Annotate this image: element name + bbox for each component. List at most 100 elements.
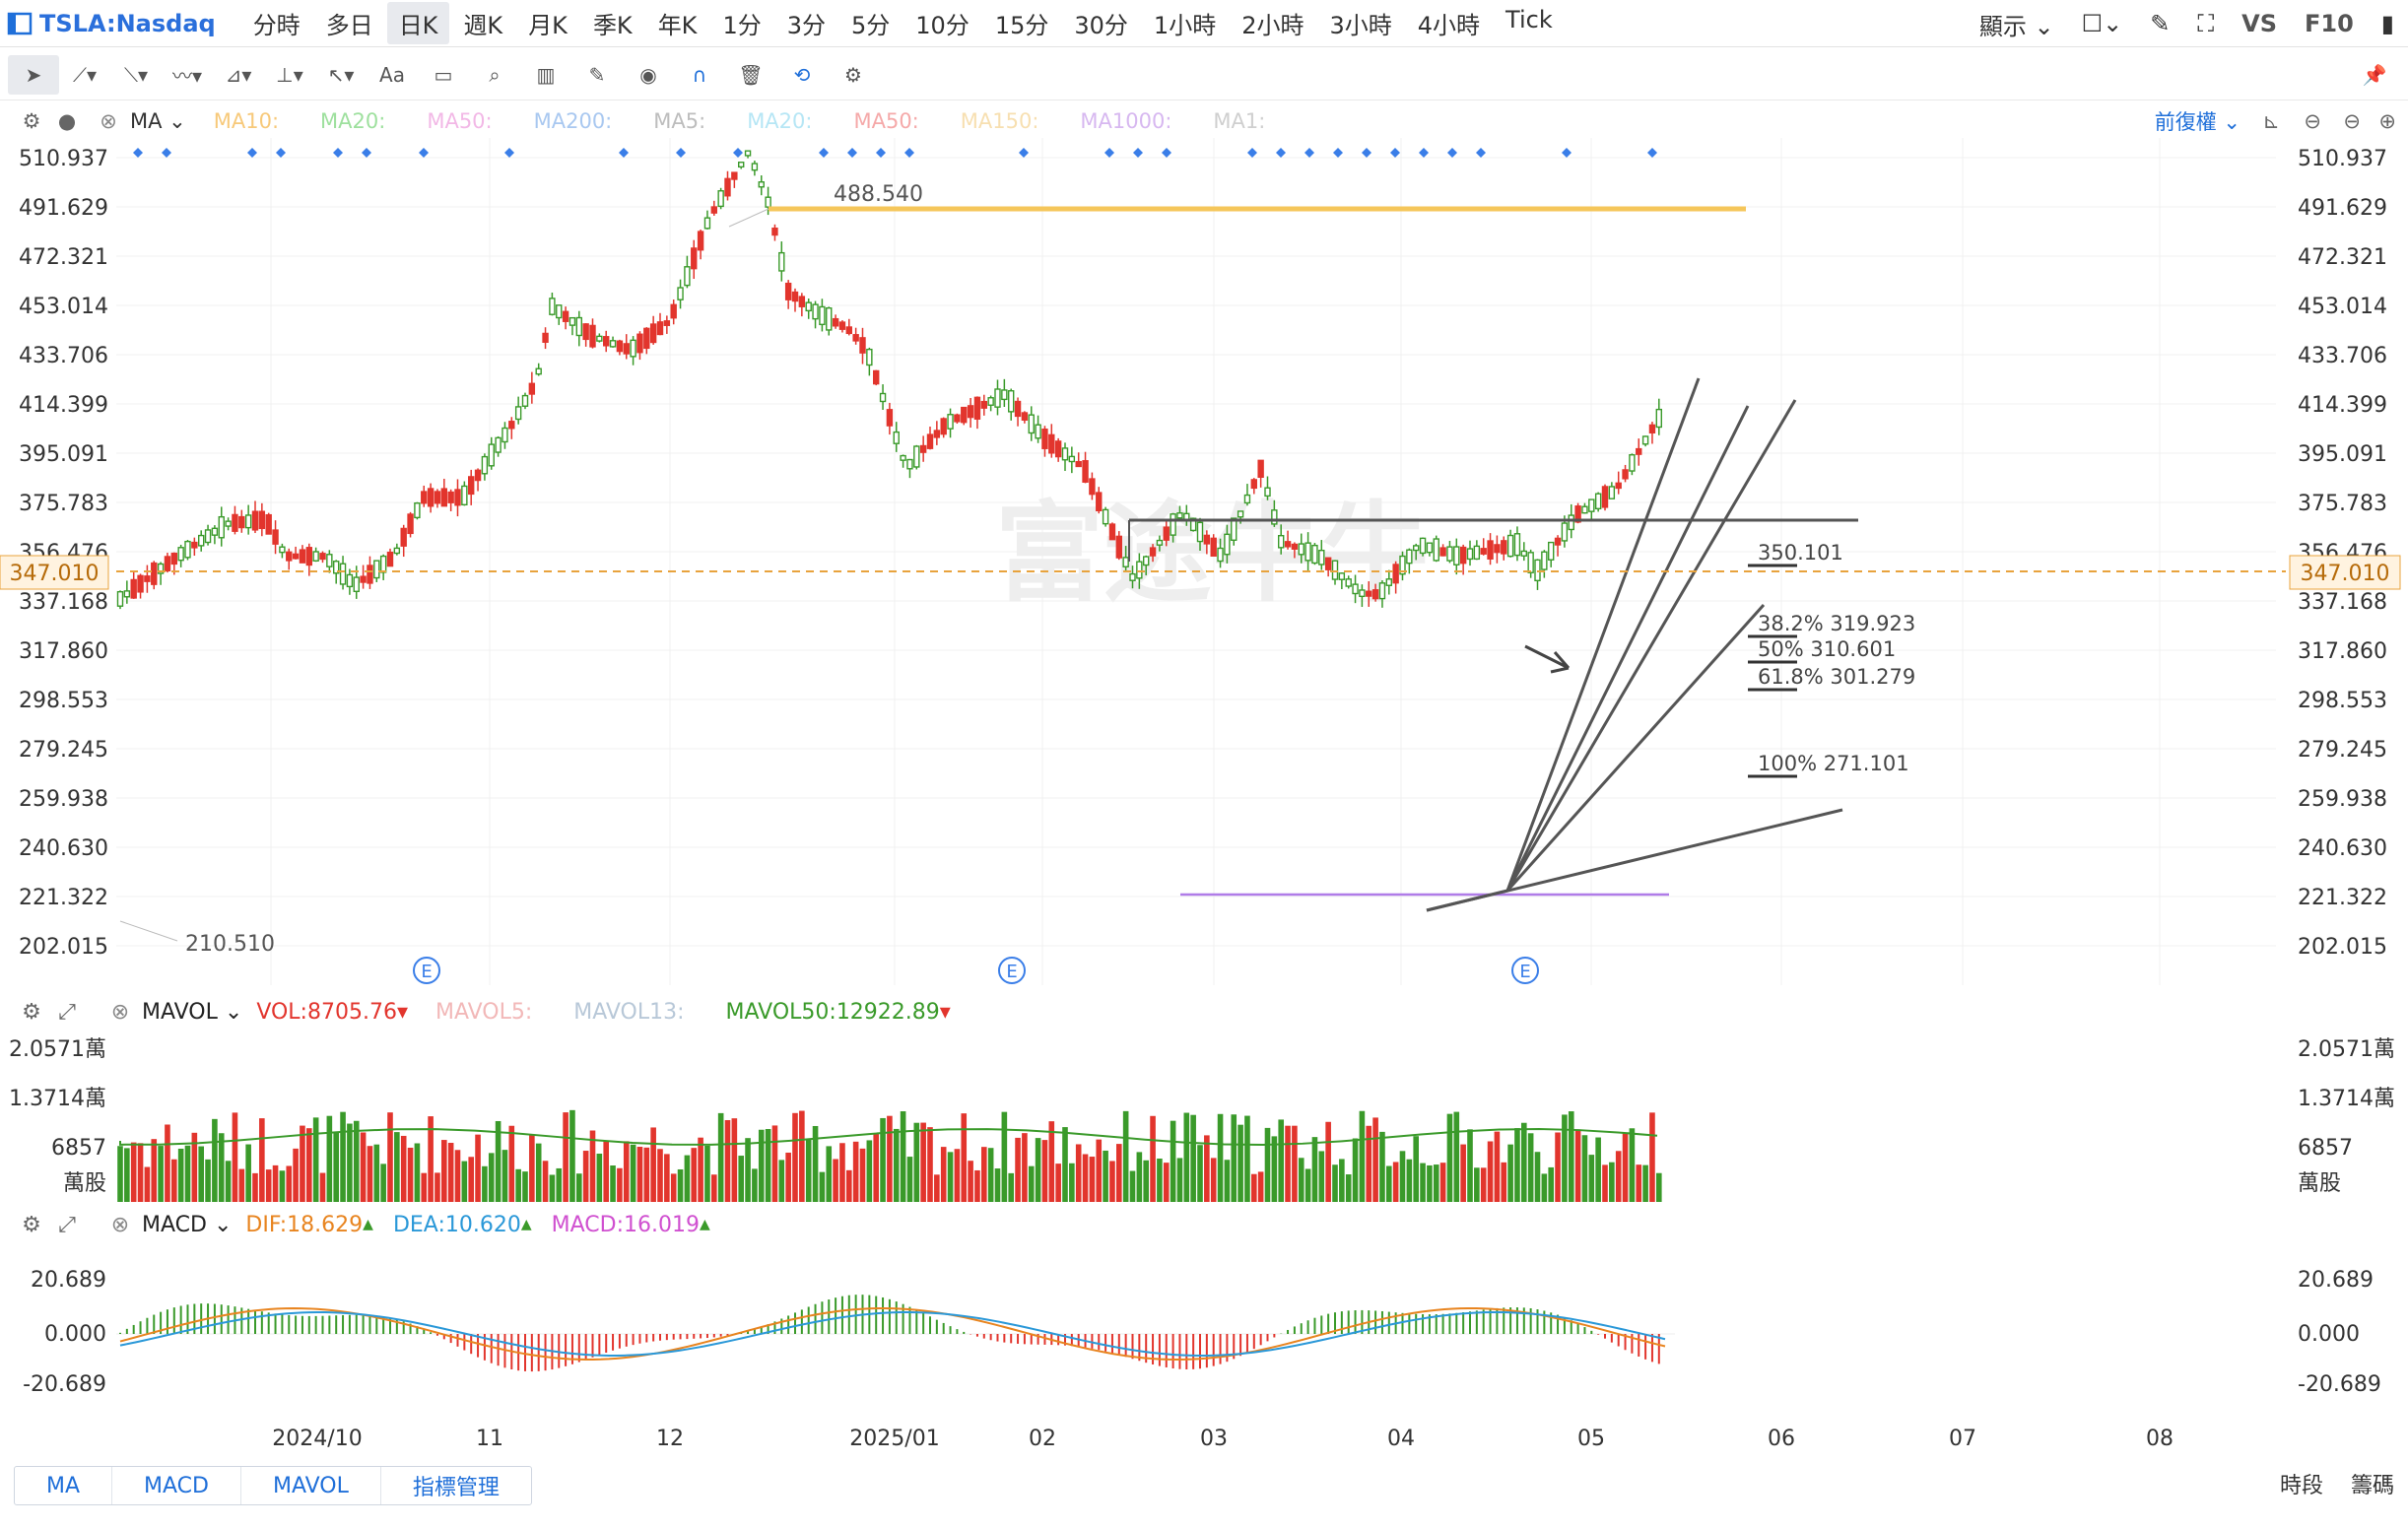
fib-tool-icon[interactable]: ⊿▾	[225, 62, 252, 87]
earnings-marker[interactable]	[413, 957, 440, 984]
tab-period-14[interactable]: 2小時	[1241, 12, 1304, 39]
tab-period-12[interactable]: 30分	[1074, 12, 1128, 39]
zoom-icon[interactable]: ⌕	[489, 62, 501, 87]
expand-icon[interactable]: ⤢	[58, 999, 76, 1025]
settings-icon[interactable]: ⚙	[22, 1212, 41, 1237]
settings-icon[interactable]: ⚙	[22, 109, 41, 133]
close-icon[interactable]: ⊗	[110, 999, 130, 1025]
volume-chart[interactable]: 2.0571萬 2.0571萬 1.3714萬 1.3714萬 6857 6857 萬股 萬股	[0, 1030, 2408, 1208]
tab-period-6[interactable]: 年K	[657, 12, 698, 39]
wave-tool-icon[interactable]: 〰▾	[171, 64, 203, 88]
event-marker[interactable]	[1247, 148, 1257, 158]
arrow-tool-icon[interactable]: ↖▾	[327, 62, 355, 87]
fan-line[interactable]	[1505, 405, 1750, 892]
settings-icon[interactable]: ⚙	[22, 999, 41, 1025]
brush-icon[interactable]: ✎	[588, 62, 606, 87]
sync-icon[interactable]: ⟲	[793, 62, 811, 87]
event-marker[interactable]	[362, 148, 371, 158]
magnet-icon[interactable]: ∩	[692, 62, 707, 87]
tab-indicator-manage[interactable]: 指標管理	[412, 1476, 500, 1500]
price-chart[interactable]: 富途牛牛 510.937491.629472.321453.014433.706…	[0, 138, 2408, 985]
layout-icon[interactable]: ☐⌄	[2081, 10, 2123, 37]
tab-period-11[interactable]: 15分	[994, 12, 1049, 39]
tab-period-13[interactable]: 1小時	[1153, 12, 1217, 39]
tab-period-10[interactable]: 10分	[915, 12, 970, 39]
event-marker[interactable]	[733, 148, 743, 158]
earnings-marker[interactable]	[1511, 957, 1539, 984]
close-icon[interactable]: ⊗	[110, 1212, 130, 1237]
mavol-select[interactable]: MAVOL ⌄	[142, 999, 243, 1025]
ma-indicator-select[interactable]: MA ⌄	[130, 109, 186, 133]
axis-scale-icon[interactable]: ⊾	[2262, 109, 2280, 133]
event-marker[interactable]	[333, 148, 343, 158]
event-marker[interactable]	[1647, 148, 1657, 158]
macd-chart[interactable]: 20.689 20.689 0.000 0.000 -20.689 -20.689	[0, 1243, 2408, 1456]
fan-line[interactable]	[1505, 377, 1701, 892]
event-marker[interactable]	[1476, 148, 1486, 158]
tab-period-0[interactable]: 分時	[252, 12, 301, 39]
earnings-marker[interactable]	[998, 957, 1026, 984]
channel-tool-icon[interactable]: ⟍▾	[123, 62, 149, 87]
event-marker[interactable]	[1447, 148, 1457, 158]
tab-macd[interactable]: MACD	[112, 1467, 241, 1504]
event-marker[interactable]	[133, 148, 143, 158]
tab-period-2[interactable]: 日K	[386, 2, 450, 44]
tab-period-16[interactable]: 4小時	[1417, 12, 1481, 39]
text-tool-icon[interactable]: Aa	[379, 62, 405, 87]
event-marker[interactable]	[1104, 148, 1114, 158]
expand-icon[interactable]: ⊕	[2378, 109, 2396, 133]
event-marker[interactable]	[847, 148, 857, 158]
event-marker[interactable]	[876, 148, 886, 158]
comment-icon[interactable]: ▭	[434, 62, 453, 87]
event-marker[interactable]	[1419, 148, 1429, 158]
cursor-icon[interactable]: ➤	[8, 54, 59, 95]
tab-period-8[interactable]: 3分	[786, 12, 826, 39]
event-marker[interactable]	[1162, 148, 1171, 158]
trash-icon[interactable]: 🗑	[738, 62, 764, 87]
tab-period-7[interactable]: 1分	[722, 12, 762, 39]
arrow-annotation[interactable]	[1524, 644, 1571, 674]
tab-period-17[interactable]: Tick	[1505, 6, 1553, 33]
fan-line[interactable]	[1505, 399, 1797, 892]
indicator-icon[interactable]: ▥	[536, 62, 556, 87]
event-marker[interactable]	[1562, 148, 1572, 158]
settings-icon[interactable]: ⚙	[844, 62, 862, 87]
event-marker[interactable]	[1362, 148, 1371, 158]
eye-icon[interactable]: ◉	[639, 62, 657, 87]
tab-period-1[interactable]: 多日	[325, 12, 373, 39]
sidebar-toggle-icon[interactable]	[0, 11, 39, 36]
event-marker[interactable]	[247, 148, 257, 158]
zoom-out-icon[interactable]: ⊖	[2304, 109, 2321, 133]
tab-mavol[interactable]: MAVOL	[241, 1467, 381, 1504]
fullscreen-icon[interactable]: ⛶	[2197, 10, 2215, 37]
symbol-title[interactable]: TSLA:Nasdaq	[39, 9, 216, 37]
f10-button[interactable]: F10	[2304, 10, 2354, 37]
tab-session[interactable]: 時段	[2279, 1474, 2323, 1498]
event-marker[interactable]	[1276, 148, 1286, 158]
zoom-in-icon[interactable]: ⊖	[2343, 109, 2361, 133]
close-icon[interactable]: ⊗	[100, 109, 117, 133]
event-marker[interactable]	[1019, 148, 1029, 158]
line-tool-icon[interactable]: ⟋▾	[72, 62, 98, 87]
event-marker[interactable]	[504, 148, 514, 158]
event-marker[interactable]	[419, 148, 429, 158]
tab-chips[interactable]: 籌碼	[2350, 1474, 2394, 1498]
fan-line[interactable]	[1505, 603, 1766, 893]
event-marker[interactable]	[904, 148, 914, 158]
event-marker[interactable]	[676, 148, 686, 158]
tab-period-4[interactable]: 月K	[528, 12, 568, 39]
tab-period-3[interactable]: 週K	[463, 12, 503, 39]
vs-button[interactable]: VS	[2241, 10, 2277, 37]
measure-tool-icon[interactable]: ⊥▾	[276, 62, 303, 87]
fan-line[interactable]	[1426, 889, 1508, 912]
display-dropdown[interactable]: 顯示 ⌄	[1978, 12, 2054, 40]
visibility-icon[interactable]: ●	[57, 109, 77, 133]
tab-period-5[interactable]: 季K	[592, 12, 633, 39]
event-marker[interactable]	[1333, 148, 1343, 158]
event-marker[interactable]	[162, 148, 171, 158]
adjust-dropdown[interactable]: 前復權 ⌄	[2154, 110, 2241, 134]
panel-toggle-icon[interactable]: ▮	[2380, 10, 2394, 37]
tab-ma[interactable]: MA	[15, 1467, 113, 1504]
pen-icon[interactable]: ✎	[2150, 10, 2171, 37]
tab-period-15[interactable]: 3小時	[1329, 12, 1392, 39]
